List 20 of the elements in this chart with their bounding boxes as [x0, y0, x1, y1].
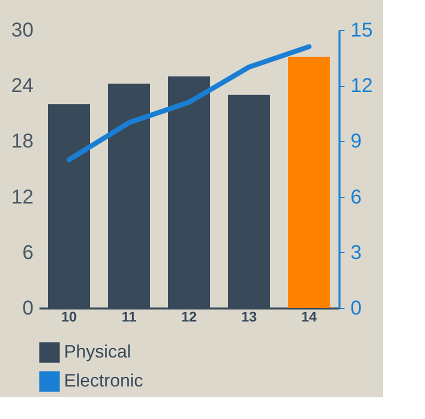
y2-tick-label: 9 [350, 130, 362, 153]
y-tick-label: 18 [11, 130, 34, 153]
y-tick-label: 6 [22, 242, 34, 264]
x-tick-label: 13 [241, 308, 257, 324]
y-tick-label: 24 [11, 75, 34, 98]
y2-tick-label: 3 [350, 242, 362, 264]
y-tick-label: 30 [11, 20, 34, 42]
x-tick-label: 12 [181, 308, 197, 324]
y2-tick-label: 6 [350, 186, 362, 208]
y2-tick-label: 15 [350, 20, 373, 42]
bar [288, 56, 330, 308]
x-tick-label: 10 [61, 308, 77, 324]
legend-label: Electronic [64, 370, 144, 390]
x-tick-label: 11 [122, 308, 137, 324]
legend-label: Physical [64, 342, 132, 362]
y2-tick-label: 12 [350, 75, 373, 98]
y-tick-label: 0 [22, 298, 34, 320]
x-tick-label: 14 [301, 308, 317, 324]
y2-tick-label: 0 [350, 298, 362, 320]
y-tick-label: 12 [11, 186, 34, 208]
